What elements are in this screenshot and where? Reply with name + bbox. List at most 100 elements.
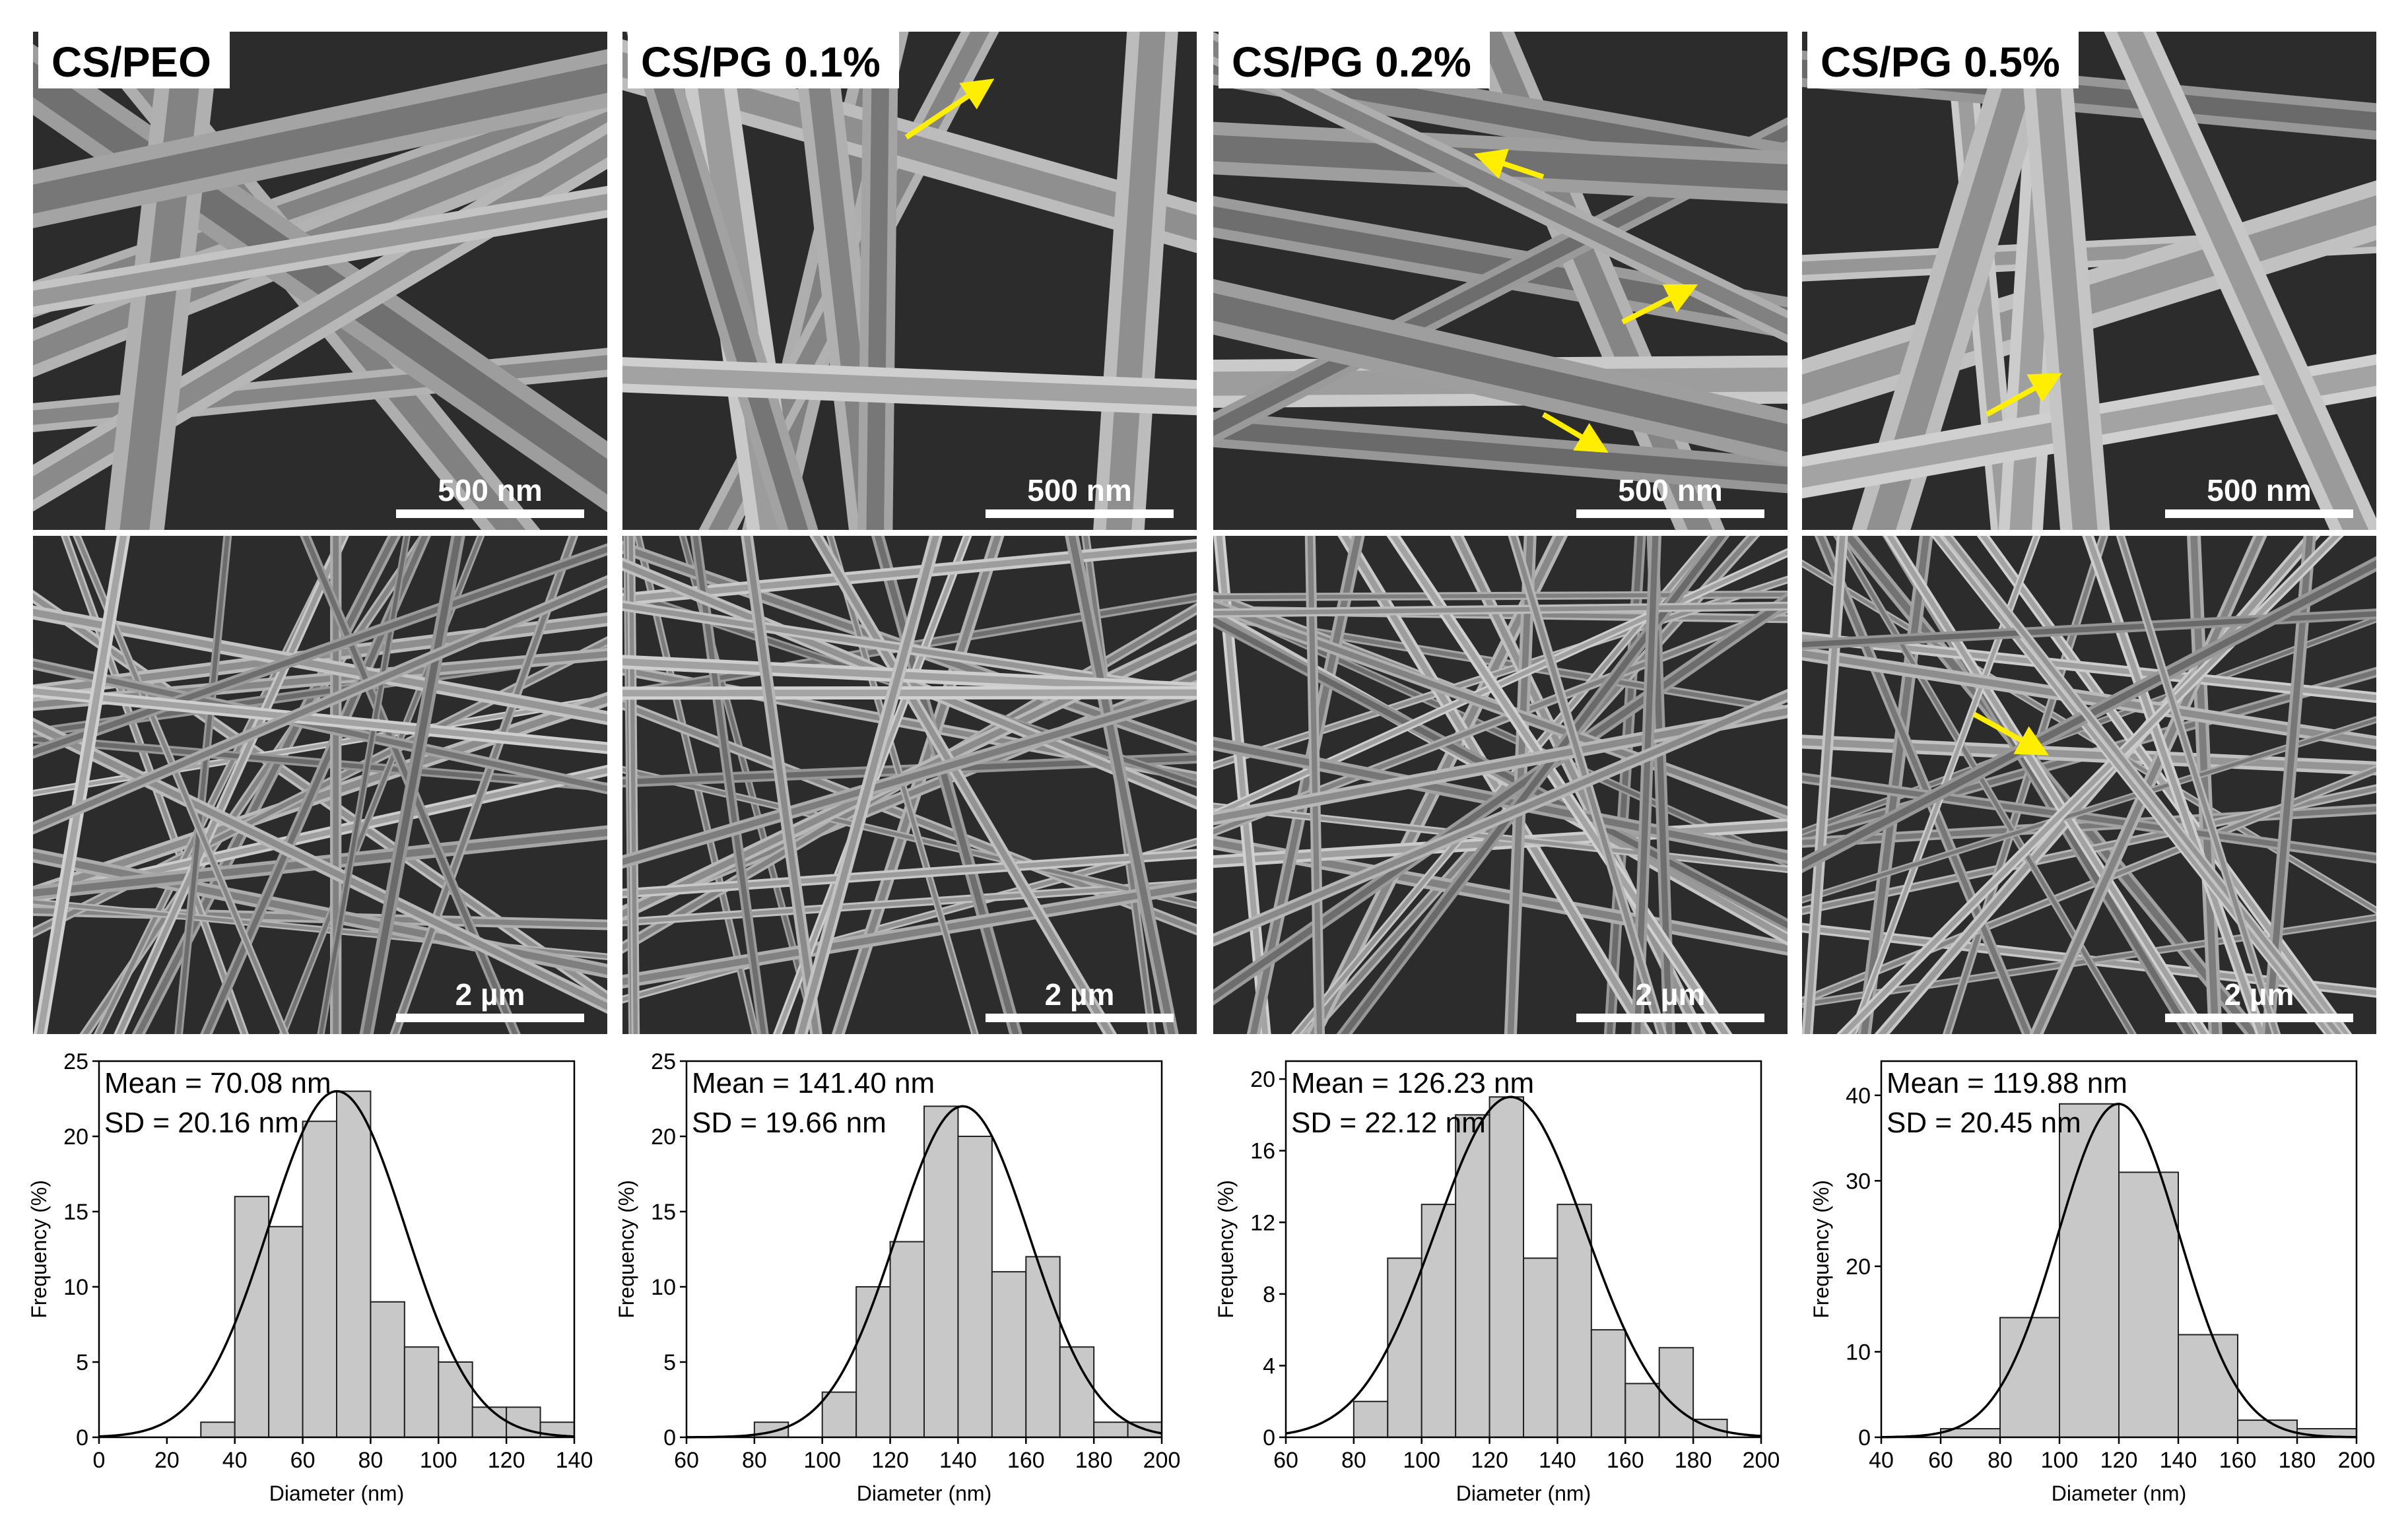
fiber-core (1802, 775, 2376, 861)
fiber-core (636, 32, 809, 530)
scale-bar: 500 nm (396, 475, 584, 518)
fiber-core (116, 536, 347, 1034)
histogram-cs-pg-0-2: 60 80 100 120 140 160 180 200 0 4 8 12 16 20 Diameter … (1213, 1055, 1794, 1520)
scale-bar-label: 500 nm (1027, 473, 1132, 507)
histogram-bar (1590, 1329, 1626, 1438)
sample-label: CS/PEO (38, 32, 230, 88)
fiber-core (33, 193, 607, 307)
scale-bar-label: 500 nm (2207, 473, 2312, 507)
y-tick-label: 5 (663, 1350, 676, 1375)
sem-image-500nm-2: CS/PG 0.2% 500 nm (1213, 32, 1788, 530)
histogram-bar (336, 1090, 372, 1439)
x-tick-label: 200 (1743, 1448, 1780, 1473)
histogram-bar (855, 1286, 891, 1438)
y-tick-label: 15 (63, 1200, 88, 1225)
x-tick-label: 160 (1007, 1448, 1045, 1473)
y-tick-label: 0 (76, 1425, 88, 1450)
x-tick-label: 180 (2279, 1448, 2316, 1473)
x-axis-label: Diameter (nm) (2052, 1481, 2186, 1505)
scale-bar-line (986, 1014, 1174, 1022)
histogram-bar (403, 1346, 440, 1439)
y-tick-label: 15 (651, 1200, 676, 1225)
fiber-core (33, 851, 607, 975)
sample-label: CS/PG 0.1% (628, 32, 899, 88)
fiber-core (1887, 536, 2207, 1034)
scale-bar: 2 µm (396, 979, 584, 1022)
histogram-bar (438, 1361, 473, 1438)
x-tick-label: 180 (1075, 1448, 1113, 1473)
fiber-core (392, 536, 576, 1034)
x-tick-label: 180 (1675, 1448, 1712, 1473)
scale-bar-line (986, 509, 1174, 518)
fiber-core (866, 32, 890, 530)
fiber-core (362, 536, 462, 1034)
fiber-core (797, 536, 940, 1034)
plot-frame (98, 1060, 576, 1439)
sem-image-2um-1: 2 µm (622, 536, 1197, 1034)
y-tick-label: 0 (1858, 1425, 1871, 1450)
histogram-bar (821, 1391, 857, 1439)
fiber-core (622, 689, 1197, 866)
sample-label: CS/PG 0.5% (1807, 32, 2079, 88)
x-tick-label: 140 (1539, 1448, 1576, 1473)
fiber-core (743, 536, 820, 1034)
sd-annotation: SD = 20.45 nm (1887, 1107, 2081, 1139)
fiber-core (319, 536, 409, 1034)
y-tick-label: 20 (1846, 1254, 1871, 1280)
histogram-bar (1999, 1317, 2060, 1438)
y-tick-label: 10 (1846, 1340, 1871, 1365)
histogram-bar (889, 1241, 925, 1438)
y-tick-label: 12 (1250, 1210, 1275, 1235)
y-axis-label: Frequency (%) (27, 1180, 51, 1318)
x-tick-label: 200 (2338, 1448, 2376, 1473)
x-tick-label: 200 (1143, 1448, 1181, 1473)
fiber-core (1802, 650, 2376, 746)
histogram-bar (991, 1271, 1027, 1439)
y-tick-label: 30 (1846, 1169, 1871, 1194)
fiber-core (33, 721, 607, 1010)
scale-bar: 500 nm (986, 475, 1174, 518)
sem-image-500nm-3: CS/PG 0.5% 500 nm (1802, 32, 2376, 530)
histogram-bar (1093, 1421, 1129, 1439)
fiber-core (2190, 536, 2219, 1034)
fiber-core (1933, 536, 2332, 1034)
fiber-core (1213, 292, 1788, 452)
scale-bar-line (2165, 509, 2353, 518)
fiber-core (622, 366, 1197, 407)
scale-bar-label: 500 nm (1618, 473, 1723, 507)
histogram-bar (268, 1225, 304, 1438)
histogram-bar (1658, 1347, 1694, 1438)
histogram-bar (957, 1136, 993, 1438)
fiber-core (1802, 806, 2376, 845)
scale-bar-line (1576, 1014, 1764, 1022)
x-tick-label: 120 (2100, 1448, 2138, 1473)
scale-bar-line (2165, 1014, 2353, 1022)
histogram-bar (1421, 1204, 1457, 1438)
sem-image-500nm-0: CS/PEO 500 nm (33, 32, 607, 530)
scale-bar-line (1576, 509, 1764, 518)
fiber-core (622, 767, 1197, 907)
y-axis-label: Frequency (%) (1214, 1180, 1238, 1318)
y-tick-label: 10 (651, 1275, 676, 1300)
y-tick-label: 0 (663, 1425, 676, 1450)
sd-annotation: SD = 19.66 nm (692, 1107, 886, 1139)
scale-bar-line (396, 1014, 584, 1022)
scale-bar: 500 nm (1576, 475, 1764, 518)
x-tick-label: 60 (1273, 1448, 1298, 1473)
x-tick-label: 80 (1341, 1448, 1366, 1473)
scale-bar-label: 2 µm (2224, 977, 2294, 1012)
fiber-core (33, 688, 607, 752)
fiber-core (622, 882, 1197, 985)
fiber-core (1389, 536, 1729, 1034)
fiber-core (1213, 616, 1788, 929)
histogram-cs-pg-0-1: 60 80 100 120 140 160 180 200 0 5 10 15 20 25 Diameter… (614, 1049, 1195, 1520)
histogram-bar (1523, 1257, 1558, 1438)
scale-bar-label: 2 µm (1635, 977, 1706, 1012)
plot-frame (1285, 1060, 1762, 1439)
mean-annotation: Mean = 119.88 nm (1887, 1067, 2127, 1099)
histogram-bar (2178, 1334, 2238, 1438)
fiber-core (1804, 536, 1846, 1034)
x-tick-label: 60 (290, 1448, 316, 1473)
fiber-core (2117, 32, 2369, 530)
fiber-core (75, 536, 287, 1034)
